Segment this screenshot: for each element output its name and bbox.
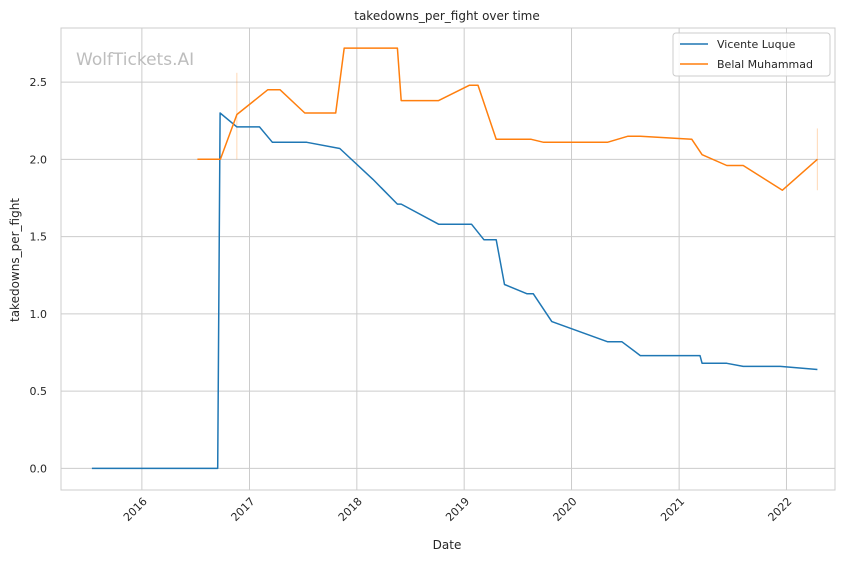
plot-area [60,27,836,491]
x-axis-label: Date [433,538,462,552]
y-tick-label: 1.0 [30,308,48,321]
chart-title: takedowns_per_fight over time [354,9,540,23]
x-tick-label: 2021 [658,495,687,524]
y-axis-label: takedowns_per_fight [8,198,22,322]
legend-label-vicente-luque: Vicente Luque [717,38,796,51]
x-tick-label: 2019 [443,495,472,524]
legend-box [672,32,831,77]
y-tick-label: 0.5 [30,385,48,398]
x-tick-label: 2018 [336,495,365,524]
y-tick-labels: 0.0 0.5 1.0 1.5 2.0 2.5 [30,76,48,475]
x-tick-label: 2016 [121,495,150,524]
x-tick-labels: 2016 2017 2018 2019 2020 2021 2022 [121,495,795,524]
series-lines [91,47,818,470]
grid [61,28,835,490]
y-tick-label: 2.0 [30,153,48,166]
watermark: WolfTickets.AI [76,50,194,70]
legend: Vicente Luque Belal Muhammad [672,32,831,77]
y-tick-label: 0.0 [30,462,48,475]
y-tick-label: 1.5 [30,231,48,244]
x-tick-label: 2020 [551,495,580,524]
x-tick-label: 2017 [229,495,258,524]
legend-label-belal-muhammad: Belal Muhammad [717,58,813,71]
series-line-1 [197,47,818,191]
x-tick-label: 2022 [766,495,795,524]
series-line-0 [91,112,818,470]
y-tick-label: 2.5 [30,76,48,89]
